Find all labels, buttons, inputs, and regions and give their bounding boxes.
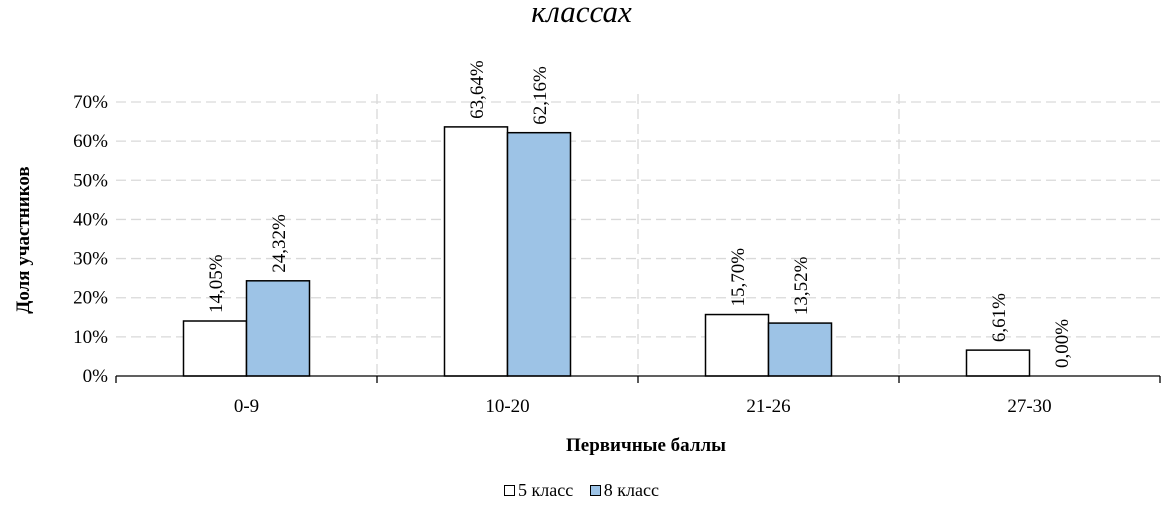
y-tick-label: 60% bbox=[73, 131, 108, 152]
x-tick-label: 0-9 bbox=[234, 396, 259, 417]
y-axis-label: Доля участников bbox=[13, 166, 34, 314]
data-label: 63,64% bbox=[467, 60, 488, 119]
x-axis: 0-9 10-20 21-26 27-30 bbox=[115, 375, 1161, 417]
chart-title: классах bbox=[531, 0, 632, 29]
bar bbox=[965, 349, 1031, 377]
y-tick-label: 10% bbox=[73, 327, 108, 348]
y-tick-label: 0% bbox=[83, 366, 109, 387]
bar bbox=[245, 280, 311, 377]
x-tick-label: 10-20 bbox=[485, 396, 529, 417]
bar bbox=[506, 131, 572, 377]
legend-swatch-8-class bbox=[589, 485, 601, 496]
data-label: 15,70% bbox=[728, 248, 749, 307]
data-labels: 14,05% 24,32% 63,64% 62,16% 15,70% 13,52% 6,61… bbox=[206, 60, 1073, 368]
legend: 5 класс 8 класс bbox=[0, 480, 1163, 501]
data-label: 62,16% bbox=[530, 66, 551, 125]
legend-item-5-class: 5 класс bbox=[504, 480, 573, 501]
y-tick-label: 20% bbox=[73, 288, 108, 309]
bar bbox=[767, 322, 833, 377]
x-tick-label: 27-30 bbox=[1007, 396, 1051, 417]
bar bbox=[182, 320, 248, 377]
data-label: 0,00% bbox=[1052, 319, 1073, 368]
x-tick-label: 21-26 bbox=[746, 396, 790, 417]
legend-swatch-5-class bbox=[504, 485, 516, 496]
data-label: 6,61% bbox=[989, 293, 1010, 342]
x-axis-label: Первичные баллы bbox=[566, 435, 726, 456]
y-axis-ticks: 0% 10% 20% 30% 40% 50% 60% 70% bbox=[73, 92, 108, 387]
legend-label-8-class: 8 класс bbox=[603, 480, 659, 500]
bar bbox=[704, 313, 770, 377]
data-label: 13,52% bbox=[791, 256, 812, 315]
y-tick-label: 70% bbox=[73, 92, 108, 113]
y-tick-label: 50% bbox=[73, 170, 108, 191]
data-label: 24,32% bbox=[269, 214, 290, 273]
y-tick-label: 30% bbox=[73, 249, 108, 270]
data-label: 14,05% bbox=[206, 254, 227, 313]
legend-item-8-class: 8 класс bbox=[589, 480, 659, 501]
bar bbox=[443, 126, 509, 377]
y-tick-label: 40% bbox=[73, 209, 108, 230]
legend-label-5-class: 5 класс bbox=[518, 480, 574, 500]
bars bbox=[182, 126, 1031, 377]
